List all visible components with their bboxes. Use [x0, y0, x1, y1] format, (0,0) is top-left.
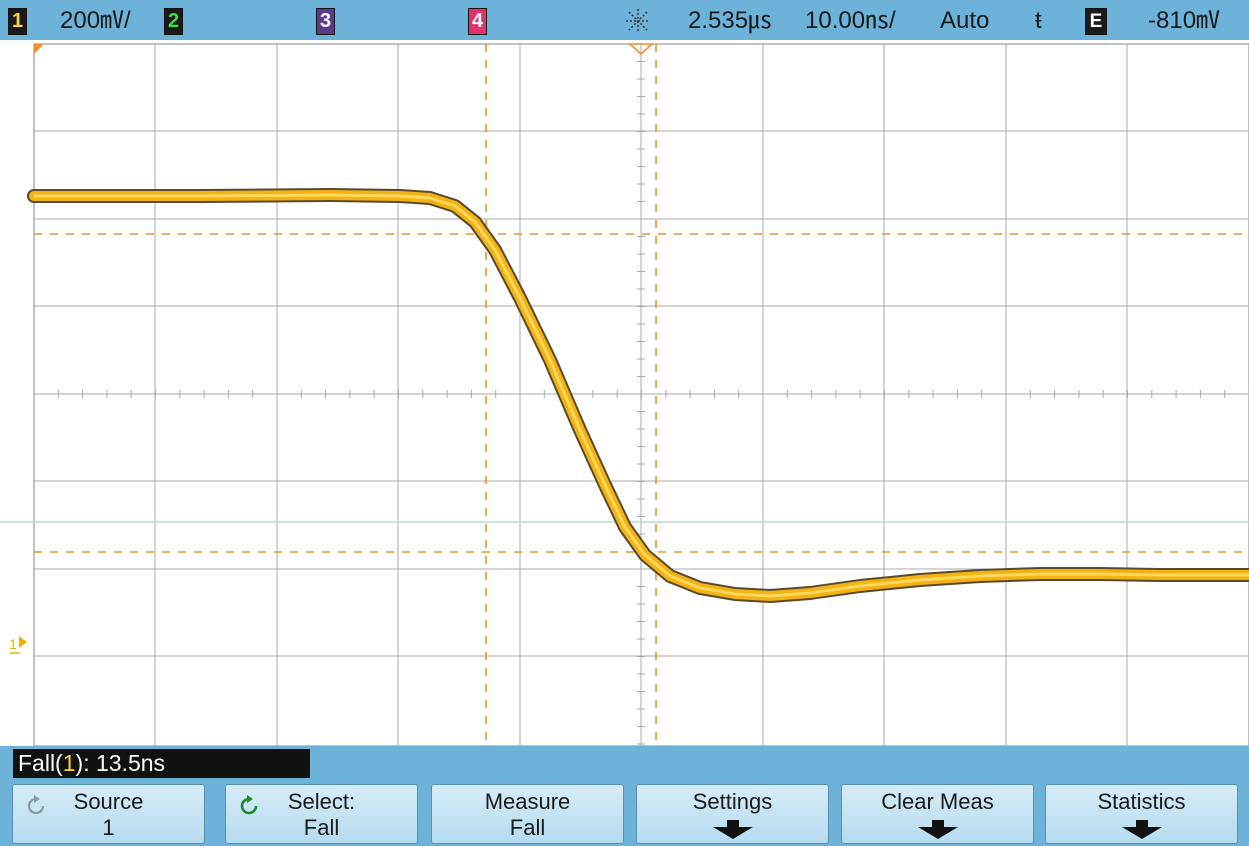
clear-meas-softkey[interactable]: Clear Meas [841, 784, 1034, 844]
rotate-icon [27, 795, 45, 815]
softkey-label: Settings [692, 789, 773, 814]
channel-1-scale[interactable]: 200㎷/ [60, 7, 131, 34]
center-axis-ticks [33, 43, 1249, 745]
settings-softkey[interactable]: Settings [636, 784, 829, 844]
starburst-icon [626, 9, 650, 33]
softkey-label: Clear Meas [881, 789, 994, 814]
measurement-readout: Fall(1): 13.5ns [13, 749, 310, 778]
softkey-value: Fall [509, 815, 546, 840]
softkey-value: Fall [303, 815, 340, 840]
readout-value: ): 13.5ns [75, 750, 166, 776]
trigger-level[interactable]: -810㎷ [1148, 7, 1221, 34]
down-arrow-icon [917, 820, 958, 839]
channel-1-badge[interactable]: 1 [8, 8, 27, 35]
softkey-label: Source [73, 789, 144, 814]
softkey-value: 1 [102, 815, 115, 840]
waveform-trace-highlight [34, 193, 1249, 598]
channel-4-badge[interactable]: 4 [468, 8, 487, 35]
trigger-position-marker [627, 43, 655, 56]
softkey-panel: Fall(1): 13.5ns Source 1 Select: Fall Me… [0, 746, 1249, 846]
waveform-display[interactable]: 1 [0, 40, 1249, 746]
softkey-label: Select: [287, 789, 356, 814]
time-scale[interactable]: 10.00㎱/ [805, 7, 896, 34]
graticule: 1 [0, 43, 1249, 746]
channel-1-ground-marker: 1 [9, 636, 27, 654]
trigger-slope-icon[interactable]: ŧ [1035, 7, 1042, 34]
select-softkey[interactable]: Select: Fall [225, 784, 418, 844]
time-delay[interactable]: 2.535㎲ [688, 7, 773, 34]
time-reference-marker-left [34, 44, 44, 54]
channel-2-badge[interactable]: 2 [164, 8, 183, 35]
source-softkey[interactable]: Source 1 [12, 784, 205, 844]
measurement-cursors [34, 44, 1249, 742]
measure-softkey[interactable]: Measure Fall [431, 784, 624, 844]
down-arrow-icon [1121, 820, 1162, 839]
readout-prefix: Fall( [18, 750, 63, 776]
down-arrow-icon [712, 820, 753, 839]
softkey-label: Measure [484, 789, 571, 814]
statistics-softkey[interactable]: Statistics [1045, 784, 1238, 844]
status-bar: 1 200㎷/ 2 3 4 2.535㎲ 10.00㎱/ Auto ŧ E -8… [0, 0, 1249, 40]
external-trigger-badge[interactable]: E [1085, 8, 1107, 35]
softkey-label: Statistics [1097, 789, 1186, 814]
svg-text:1: 1 [9, 636, 17, 652]
trigger-sweep-mode[interactable]: Auto [940, 7, 990, 34]
channel-3-badge[interactable]: 3 [316, 8, 335, 35]
readout-channel: 1 [62, 750, 76, 776]
green-rotate-icon [240, 795, 258, 815]
